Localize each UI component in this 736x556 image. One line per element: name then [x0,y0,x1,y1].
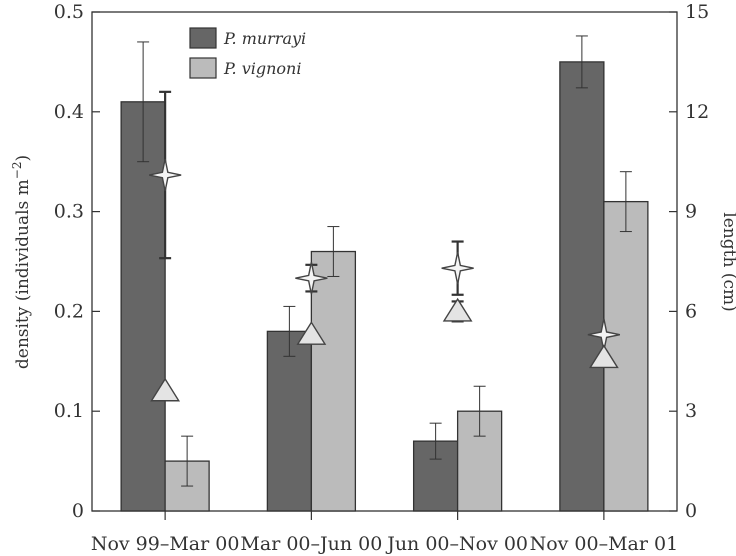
y-axis-title: density (individuals m−2) [10,155,33,369]
x-tick-label-3: Nov 00–Mar 01 [530,533,679,555]
y-tick-label-3: 0.3 [54,201,84,223]
bar-murrayi-3 [559,61,605,512]
x-tick-label-1: Mar 00–Jun 00 [240,533,382,555]
y2-tick-label-0: 0 [685,500,697,522]
y-tick-label-2: 0.2 [54,300,84,322]
error-bars [137,35,632,487]
x-tick-label-2: Jun 00–Nov 00 [385,533,528,555]
bar-murrayi-0 [120,101,166,512]
legend: P. murrayi P. vignoni [189,27,306,79]
legend-label-vignoni: P. vignoni [223,59,301,78]
y2-tick-label-3: 9 [685,201,697,223]
plot-frame [91,11,678,512]
y-tick-label-1: 0.1 [54,400,84,422]
length-star-murrayi-2 [441,252,474,285]
length-triangle-vignoni-0 [150,377,181,402]
y-axis-title-superscript: −2 [10,162,24,180]
length-star-murrayi-0 [148,158,182,192]
y2-tick-label-5: 15 [685,1,709,23]
y-tick-label-5: 0.5 [54,1,84,23]
length-markers [148,158,621,402]
y-axis-title-close: ) [13,155,33,162]
y-tick-label-4: 0.4 [54,101,84,123]
x-tick-label-0: Nov 99–Mar 00 [91,533,240,555]
y-axis-title-text: density (individuals m [13,179,33,369]
x-axis: Nov 99–Mar 00 Mar 00–Jun 00 Jun 00–Nov 00 N… [91,511,678,555]
bar-vignoni-1 [310,250,357,512]
y-tick-label-0: 0 [72,500,84,522]
y2-tick-label-4: 12 [685,101,709,123]
legend-swatch-murrayi [189,27,217,49]
legend-label-murrayi: P. murrayi [223,29,306,48]
length-star-murrayi-1 [295,261,328,295]
bars [120,61,649,512]
legend-swatch-vignoni [189,57,217,79]
y2-tick-label-1: 3 [685,400,697,422]
y-axis-right: 0 3 6 9 12 15 [669,1,709,522]
length-triangle-vignoni-3 [588,344,619,369]
bar-murrayi-1 [266,330,313,512]
length-triangle-vignoni-1 [296,321,327,345]
length-triangle-vignoni-2 [442,297,473,322]
y-axis-left: 0 0.1 0.2 0.3 0.4 0.5 [54,1,100,522]
y2-axis-title: length (cm) [719,212,736,311]
y2-tick-label-2: 6 [685,300,697,322]
